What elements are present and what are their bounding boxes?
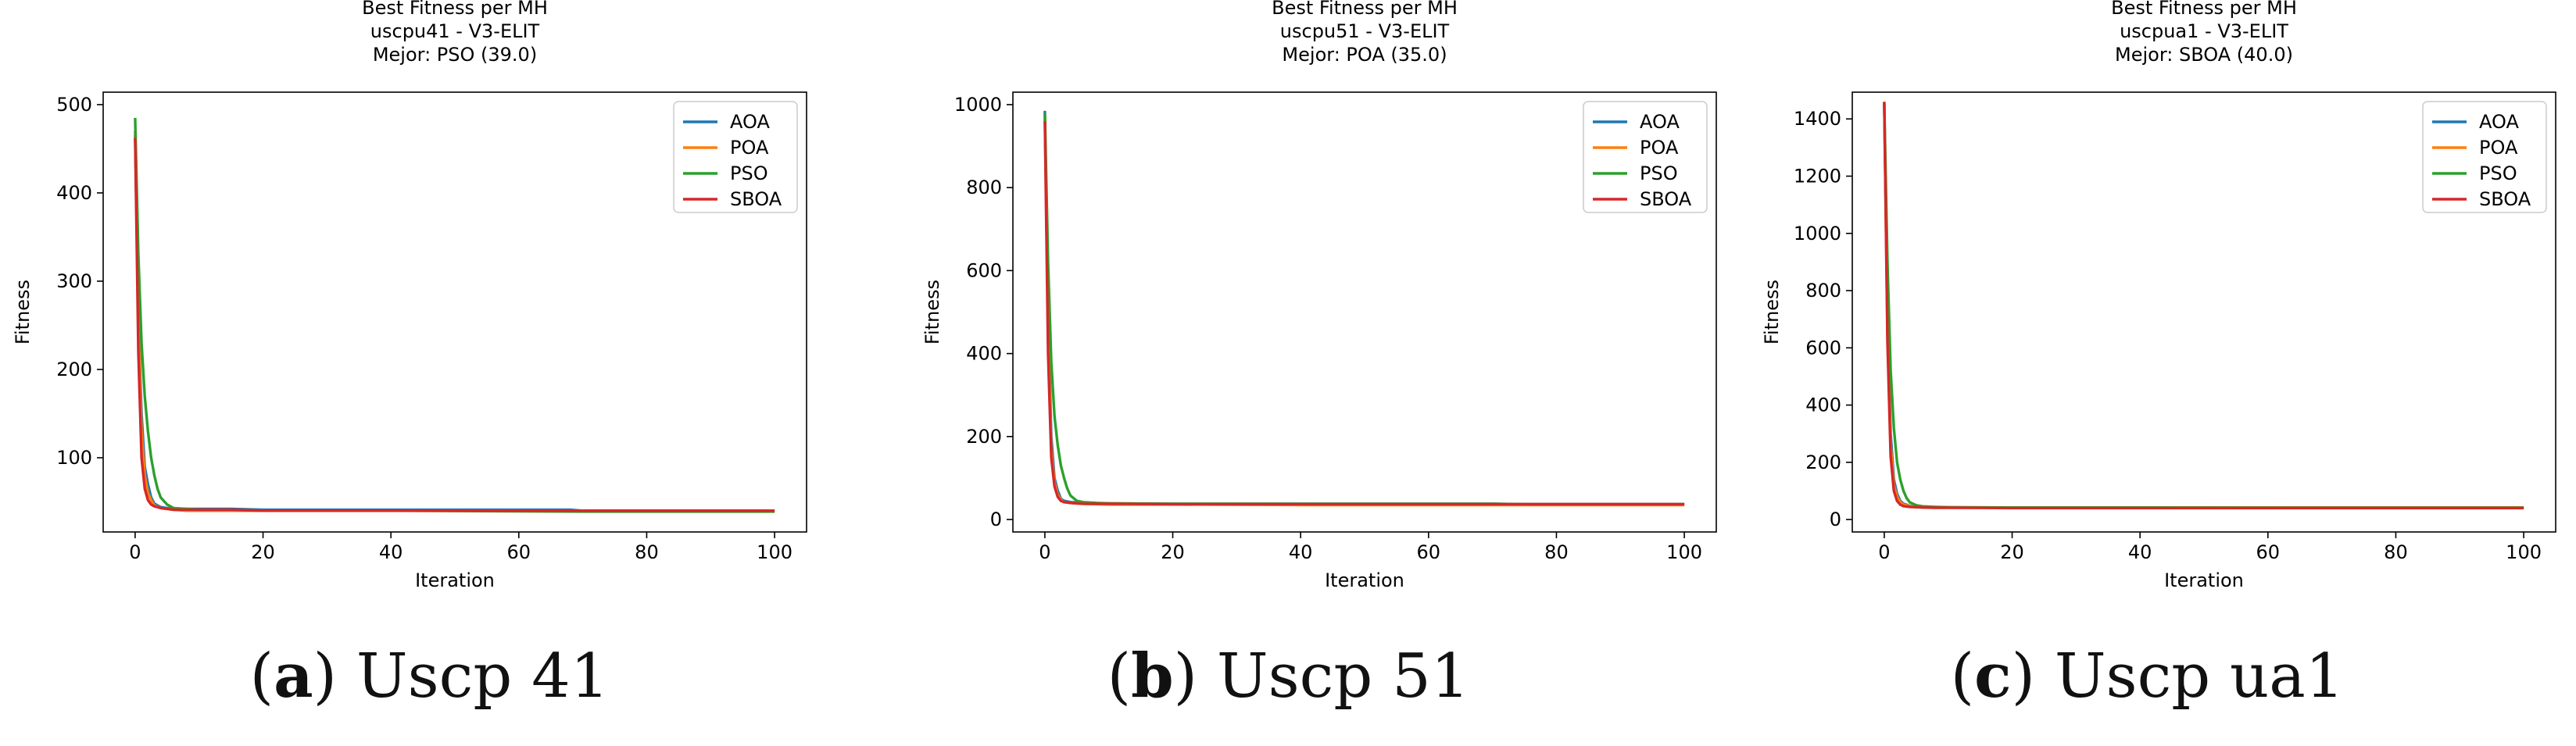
legend-label-aoa: AOA <box>2479 111 2519 133</box>
x-tick-label: 20 <box>251 541 275 563</box>
legend-label-sboa: SBOA <box>2479 188 2531 210</box>
y-tick-label: 1000 <box>1794 223 1841 245</box>
x-axis-label: Iteration <box>2164 569 2244 591</box>
x-tick-label: 100 <box>2506 541 2542 563</box>
chart-title-line: Mejor: SBOA (40.0) <box>2115 44 2293 66</box>
x-tick-label: 20 <box>2000 541 2024 563</box>
legend-label-poa: POA <box>1640 137 1679 159</box>
plot-frame <box>102 91 807 533</box>
legend-box <box>1583 101 1708 213</box>
x-tick-label: 60 <box>1417 541 1441 563</box>
y-tick-label: 400 <box>966 343 1002 365</box>
chart-title-line: uscpu51 - V3-ELIT <box>1280 20 1450 42</box>
x-tick-label: 0 <box>1039 541 1050 563</box>
caption-c: (c) Uscp ua1 <box>1950 641 2345 712</box>
legend-label-sboa: SBOA <box>730 188 782 210</box>
x-tick-label: 40 <box>2128 541 2152 563</box>
legend-box <box>2422 101 2547 213</box>
plot-frame <box>1012 91 1717 533</box>
y-tick-label: 100 <box>56 447 92 469</box>
x-tick-label: 60 <box>507 541 531 563</box>
x-tick-label: 80 <box>1544 541 1569 563</box>
y-tick-label: 500 <box>56 94 92 116</box>
chart-title-line: uscpu41 - V3-ELIT <box>370 20 540 42</box>
legend-label-poa: POA <box>2479 137 2518 159</box>
chart-title-line: Best Fitness per MH <box>1272 0 1458 19</box>
plot-frame <box>1852 91 2556 533</box>
caption-a: (a) Uscp 41 <box>249 641 610 712</box>
legend-label-sboa: SBOA <box>1640 188 1692 210</box>
x-tick-label: 0 <box>1878 541 1890 563</box>
x-axis-label: Iteration <box>1325 569 1404 591</box>
y-axis-label: Fitness <box>1761 280 1783 344</box>
x-tick-label: 40 <box>379 541 403 563</box>
x-tick-label: 20 <box>1161 541 1185 563</box>
y-tick-label: 200 <box>1805 452 1841 473</box>
chart-title-line: uscpua1 - V3-ELIT <box>2120 20 2288 42</box>
y-tick-label: 400 <box>56 182 92 204</box>
series-line-sboa <box>134 137 775 512</box>
y-tick-label: 200 <box>966 426 1002 448</box>
legend-label-pso: PSO <box>1640 162 1678 184</box>
x-tick-label: 60 <box>2256 541 2281 563</box>
x-tick-label: 80 <box>2384 541 2408 563</box>
y-tick-label: 800 <box>1805 280 1841 302</box>
legend-label-aoa: AOA <box>1640 111 1680 133</box>
x-tick-label: 100 <box>1666 541 1702 563</box>
chart-title-line: Best Fitness per MH <box>362 0 548 19</box>
chart-title-line: Best Fitness per MH <box>2111 0 2297 19</box>
y-tick-label: 1000 <box>954 94 1002 116</box>
chart-title-line: Mejor: PSO (39.0) <box>373 44 537 66</box>
y-tick-label: 0 <box>1830 509 1841 530</box>
series-line-sboa <box>1883 102 2524 510</box>
x-tick-label: 40 <box>1289 541 1313 563</box>
chart-title-line: Mejor: POA (35.0) <box>1282 44 1447 66</box>
y-tick-label: 600 <box>966 259 1002 281</box>
y-tick-label: 1400 <box>1794 108 1841 130</box>
y-tick-label: 400 <box>1805 394 1841 416</box>
y-tick-label: 800 <box>966 177 1002 198</box>
y-tick-label: 1200 <box>1794 166 1841 187</box>
x-axis-label: Iteration <box>415 569 495 591</box>
legend-label-poa: POA <box>730 137 769 159</box>
x-tick-label: 0 <box>129 541 141 563</box>
x-tick-label: 100 <box>757 541 792 563</box>
legend-label-pso: PSO <box>2479 162 2517 184</box>
y-tick-label: 0 <box>990 509 1002 530</box>
y-tick-label: 600 <box>1805 337 1841 359</box>
y-axis-label: Fitness <box>12 280 34 344</box>
y-axis-label: Fitness <box>921 280 943 344</box>
series-line-sboa <box>1043 121 1685 506</box>
legend-label-pso: PSO <box>730 162 768 184</box>
y-tick-label: 300 <box>56 270 92 292</box>
caption-b: (b) Uscp 51 <box>1107 641 1470 712</box>
y-tick-label: 200 <box>56 359 92 380</box>
legend-box <box>673 101 798 213</box>
legend-label-aoa: AOA <box>730 111 770 133</box>
x-tick-label: 80 <box>635 541 659 563</box>
